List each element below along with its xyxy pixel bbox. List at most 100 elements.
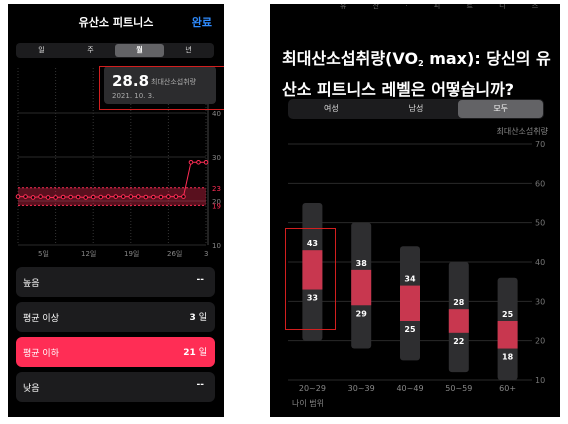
bar-high-label: 34 bbox=[404, 275, 416, 284]
segment-week[interactable]: 주 bbox=[87, 46, 94, 54]
data-point bbox=[158, 194, 164, 200]
data-point bbox=[30, 195, 36, 200]
y-tick-label: 20 bbox=[212, 198, 221, 206]
vo2-trend-chart: 40 30 20 10 23 19 5일 12일 19일 26일 3 bbox=[15, 68, 221, 258]
nav-title: 유산소 피트니스 bbox=[78, 16, 154, 29]
average-bar bbox=[351, 269, 372, 306]
headline: 최대산소섭취량(VO2 max): 당신의 유산소 피트니스 레벨은 어떻습니까… bbox=[282, 49, 551, 99]
bar-high-label: 25 bbox=[502, 310, 514, 319]
bar-low-label: 18 bbox=[502, 353, 514, 362]
bar-low-label: 25 bbox=[404, 325, 416, 334]
segment-year[interactable]: 년 bbox=[185, 46, 192, 54]
data-point bbox=[143, 194, 149, 200]
x-tick-label: 50~59 bbox=[445, 384, 472, 393]
top-strip: 유 산 · 피 트 니 스 bbox=[340, 4, 551, 10]
y-tick-label: 40 bbox=[212, 110, 221, 118]
row-label: 낮음 bbox=[23, 384, 40, 394]
left-screen: 유산소 피트니스 완료 일 주 월 년 40 30 20 10 23 19 5일 12일 19일… bbox=[8, 4, 224, 417]
y-tick-label: 60 bbox=[535, 179, 545, 188]
data-point bbox=[38, 194, 43, 199]
row-below-average[interactable]: 평균 이하 21 일 bbox=[16, 337, 215, 367]
row-label: 높음 bbox=[23, 279, 40, 289]
x-tick-label: 20~29 bbox=[299, 384, 326, 393]
x-tick-label: 12일 bbox=[81, 249, 96, 258]
data-point bbox=[90, 194, 96, 200]
y-tick-label: 30 bbox=[535, 297, 545, 306]
x-tick-label: 60+ bbox=[499, 384, 516, 393]
y-tick-label: 70 bbox=[535, 140, 545, 149]
bar-high-label: 28 bbox=[453, 298, 465, 307]
row-label: 평균 이상 bbox=[23, 314, 59, 324]
data-point bbox=[53, 195, 58, 200]
highlight-box bbox=[285, 228, 336, 330]
data-point bbox=[166, 194, 171, 199]
data-point bbox=[181, 194, 186, 199]
x-axis-label: 나이 범위 bbox=[292, 399, 324, 408]
bar-high-label: 43 bbox=[307, 239, 318, 248]
callout-date: 2021. 10. 3. bbox=[112, 92, 155, 100]
y-tick-label: 10 bbox=[535, 376, 545, 385]
row-value: -- bbox=[196, 380, 204, 390]
y-tick-label: 30 bbox=[212, 154, 221, 162]
vo2-age-chart: 10 20 30 40 50 60 70 43 33 20~29 38 29 30~39 34 25 40~4… bbox=[288, 140, 545, 393]
average-bar bbox=[302, 250, 323, 290]
right-screen: 유 산 · 피 트 니 스 10 20 30 40 50 60 70 43 33 20~29 38 2… bbox=[270, 4, 560, 417]
data-point bbox=[113, 194, 119, 199]
sex-segmented-control: 여성 남성 모두 bbox=[288, 99, 544, 119]
average-bar bbox=[448, 309, 469, 333]
y-tick-label: 50 bbox=[535, 219, 545, 228]
data-point bbox=[23, 194, 28, 199]
data-point bbox=[196, 159, 201, 165]
data-point bbox=[120, 194, 126, 199]
segment-female[interactable]: 여성 bbox=[323, 104, 339, 113]
segment-male[interactable]: 남성 bbox=[408, 104, 424, 113]
data-point bbox=[68, 194, 73, 200]
x-tick-label: 19일 bbox=[124, 249, 139, 258]
data-point bbox=[136, 194, 141, 199]
data-point bbox=[75, 194, 81, 200]
bar-low-label: 22 bbox=[453, 337, 464, 346]
bar-low-label: 33 bbox=[307, 294, 318, 303]
period-segmented-control: 일 주 월 년 bbox=[16, 43, 214, 58]
row-low[interactable]: 낮음 -- bbox=[16, 372, 215, 402]
data-point bbox=[128, 194, 134, 199]
x-tick-label: 30~39 bbox=[348, 384, 375, 393]
segment-month[interactable]: 월 bbox=[115, 44, 164, 57]
data-point bbox=[151, 194, 156, 200]
data-point bbox=[45, 195, 51, 200]
data-point bbox=[203, 159, 209, 165]
y-tick-label: 40 bbox=[535, 258, 545, 267]
done-button[interactable]: 완료 bbox=[191, 16, 212, 29]
average-bar bbox=[497, 321, 518, 349]
x-tick-label: 40~49 bbox=[396, 384, 423, 393]
y-tick-label: 10 bbox=[212, 242, 221, 250]
data-point bbox=[98, 194, 104, 200]
row-value: -- bbox=[196, 275, 204, 285]
data-point bbox=[60, 194, 66, 200]
row-high[interactable]: 높음 -- bbox=[16, 267, 215, 297]
bar-low-label: 29 bbox=[356, 309, 368, 318]
average-bar bbox=[400, 285, 420, 321]
value-callout: 28.8 최대산소섭취량 2021. 10. 3. bbox=[104, 66, 216, 104]
segment-all[interactable]: 모두 bbox=[458, 100, 544, 118]
segment-day[interactable]: 일 bbox=[38, 46, 45, 54]
data-point bbox=[188, 159, 194, 165]
row-value: 21 일 bbox=[183, 348, 207, 358]
data-point bbox=[15, 194, 21, 199]
x-tick-label: 3 bbox=[204, 250, 208, 258]
y-axis-label: 최대산소섭취량 bbox=[496, 127, 548, 136]
highlight-box bbox=[99, 66, 224, 110]
callout-value: 28.8 bbox=[112, 72, 150, 90]
y-tick-label: 20 bbox=[535, 337, 545, 346]
band-label: 19 bbox=[212, 202, 221, 210]
x-tick-label: 26일 bbox=[167, 249, 182, 258]
row-label: 평균 이하 bbox=[23, 349, 59, 359]
band-label: 23 bbox=[212, 185, 221, 193]
x-tick-label: 5일 bbox=[38, 249, 49, 258]
data-point bbox=[173, 194, 179, 199]
data-point bbox=[105, 194, 111, 199]
bar-high-label: 38 bbox=[356, 259, 368, 268]
data-point bbox=[83, 195, 88, 200]
